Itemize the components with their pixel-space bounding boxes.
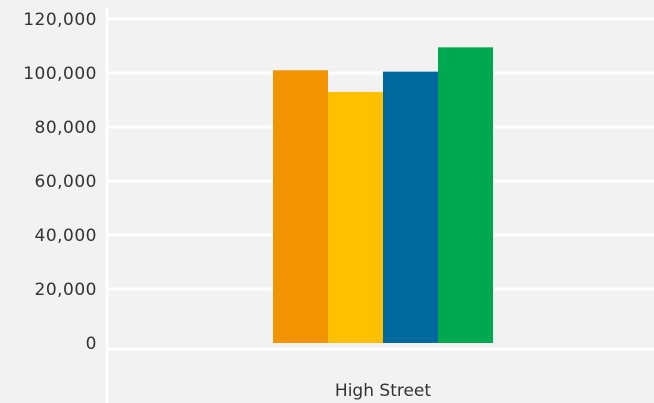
x-axis-labels: High Street (335, 381, 431, 401)
y-tick-label: 100,000 (23, 64, 97, 84)
bars (273, 47, 493, 344)
y-tick-label: 80,000 (35, 118, 97, 138)
bar (438, 47, 493, 343)
bar (273, 70, 328, 344)
bar (383, 71, 438, 344)
y-tick-label: 0 (86, 334, 97, 354)
y-tick-label: 60,000 (35, 172, 97, 192)
y-axis-ticks: 0 20,000 40,000 60,000 80,000 100,000 120,000 (23, 10, 97, 354)
axes (105, 8, 654, 403)
y-tick-label: 20,000 (35, 280, 97, 300)
x-category-label: High Street (335, 381, 431, 401)
bar (328, 91, 383, 344)
y-tick-label: 40,000 (35, 226, 97, 246)
y-tick-label: 120,000 (23, 10, 97, 30)
